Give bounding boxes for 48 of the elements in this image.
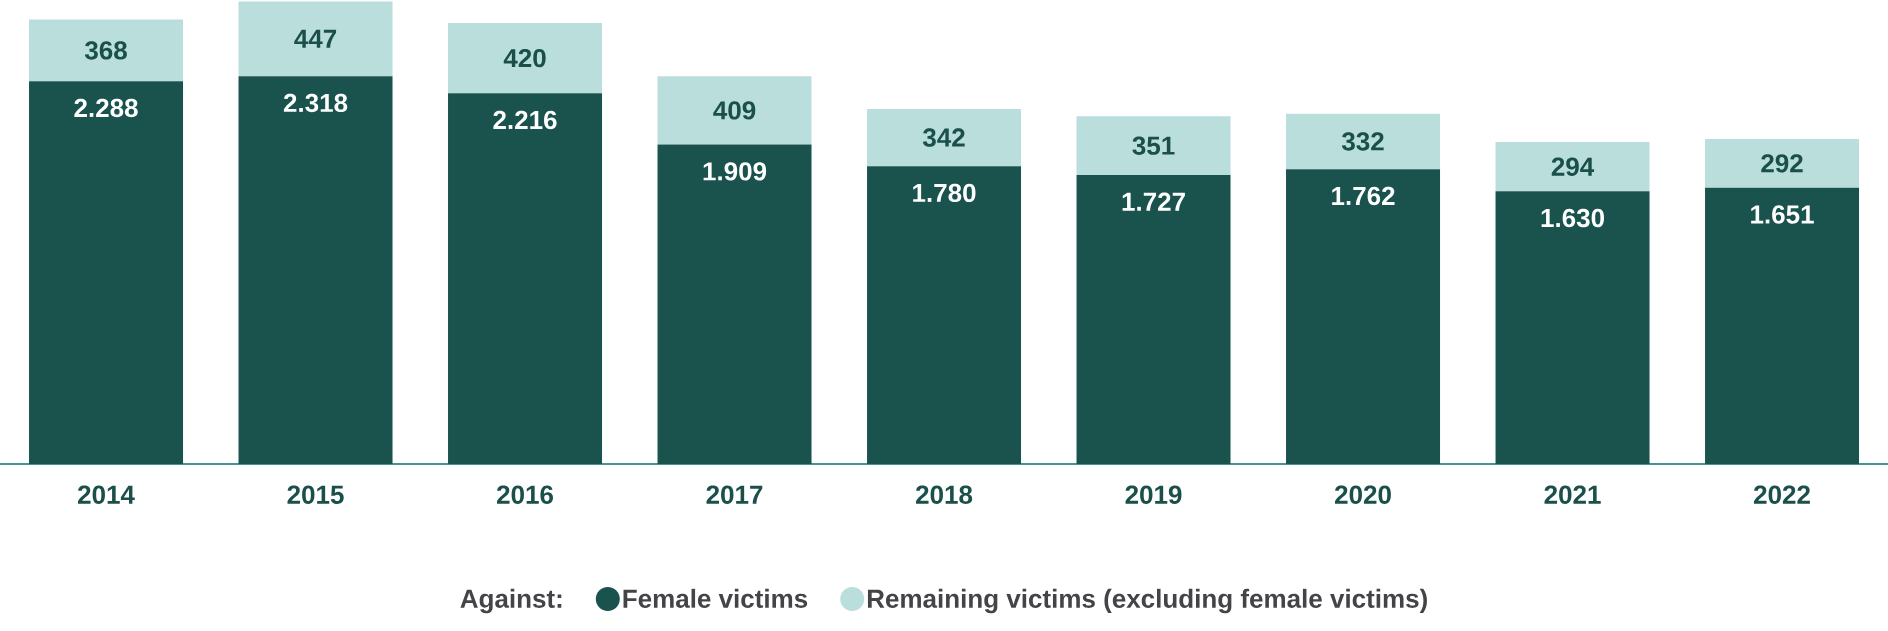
data-label: 342: [922, 128, 965, 147]
x-tick-label: 2020: [1335, 485, 1391, 504]
x-tick-label: 2017: [706, 485, 763, 504]
x-tick-label: 2014: [78, 485, 135, 504]
bar: [1495, 191, 1650, 464]
data-label: 292: [1761, 154, 1803, 173]
data-label: 2.216: [493, 110, 557, 130]
data-label: 1.630: [1541, 208, 1604, 228]
x-tick-label: 2019: [1125, 485, 1182, 504]
data-label: 1.762: [1332, 186, 1395, 206]
bar: [238, 1, 393, 77]
data-label: 351: [1132, 136, 1175, 155]
legend-title: Against:: [460, 588, 562, 614]
bar: [1495, 142, 1650, 192]
bar: [867, 166, 1022, 464]
bar: [1705, 187, 1860, 464]
bar: [867, 108, 1022, 167]
data-label: 2.318: [283, 93, 348, 113]
x-tick-label: 2022: [1754, 485, 1810, 504]
data-label: 1.651: [1751, 205, 1814, 224]
data-label: 2.288: [74, 98, 138, 118]
x-tick-label: 2016: [497, 485, 553, 504]
bar: [1286, 169, 1441, 464]
data-label: 420: [503, 48, 546, 68]
legend-label: Female victims: [623, 588, 808, 608]
data-label: 447: [294, 29, 337, 48]
data-label: 409: [713, 101, 756, 120]
data-label: 1.909: [703, 162, 767, 181]
x-tick-label: 2021: [1544, 485, 1601, 504]
bar: [1286, 113, 1441, 170]
bar: [29, 81, 184, 464]
legend-label: Remaining victims (excluding female victims): [867, 588, 1427, 614]
bar: [1076, 175, 1231, 464]
data-label: 294: [1551, 157, 1595, 176]
bar: [657, 76, 812, 145]
x-tick-label: 2015: [287, 485, 344, 504]
data-label: 1.780: [913, 183, 976, 203]
bar: [448, 22, 603, 94]
bar: [448, 93, 603, 464]
data-label: 1.727: [1122, 192, 1185, 211]
bar: [1076, 116, 1231, 176]
data-label: 368: [84, 41, 127, 60]
bar: [1705, 138, 1860, 188]
bar: [657, 144, 812, 464]
x-tick-label: 2018: [916, 485, 973, 504]
bar: [29, 19, 184, 82]
data-label: 332: [1341, 132, 1384, 151]
bar: [238, 76, 393, 464]
